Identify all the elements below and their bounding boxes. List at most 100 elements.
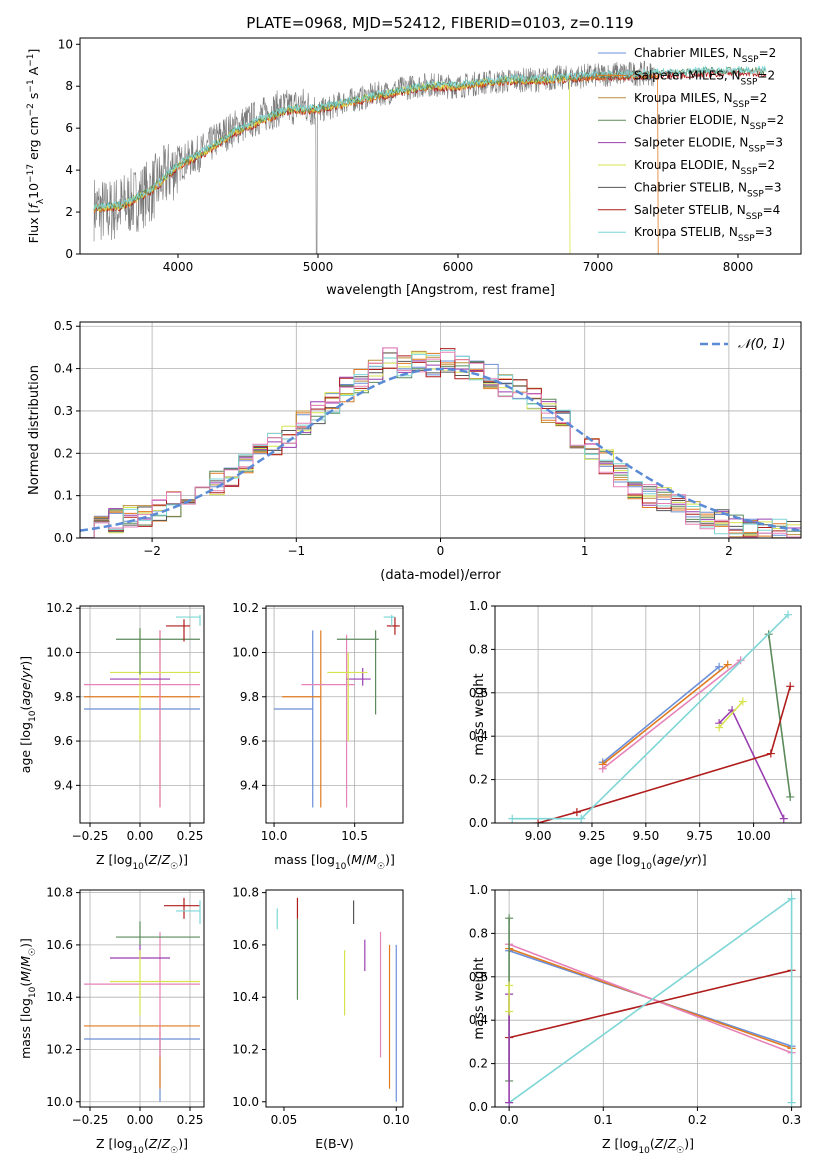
y-tick-label: 0.2: [54, 446, 73, 460]
label-part: Z: [148, 852, 158, 867]
y-tick-label: 9.6: [54, 734, 73, 748]
label-part: (: [18, 982, 33, 987]
label-part: ☉: [28, 948, 38, 956]
y-tick-label: 2: [65, 205, 73, 219]
label-part: ☉: [377, 862, 385, 872]
y-tick-label: 0.1: [54, 489, 73, 503]
weight-series-line: [602, 659, 742, 770]
errorbar-plot: [274, 614, 400, 808]
label-part: /: [157, 1136, 162, 1151]
y-tick-label: 10.4: [232, 990, 259, 1004]
label-part: yr: [18, 665, 33, 679]
label-part: Z: [667, 1136, 677, 1151]
label-part: SSP: [733, 100, 750, 110]
weight-point-marker: [505, 1007, 514, 1016]
label-part: ☉: [170, 862, 178, 872]
weight-point-marker: [534, 819, 543, 823]
y-tick-label: 10.0: [232, 1095, 259, 1109]
x-tick-label: 0.1: [594, 1113, 613, 1127]
label-part: )]: [385, 852, 395, 867]
label-part: (: [652, 852, 657, 867]
label-part: age [log: [18, 722, 33, 773]
axes-frame: [494, 605, 802, 824]
label-part: (: [18, 706, 33, 711]
label-part: Kroupa STELIB, N: [634, 225, 738, 239]
x-axis-label: Z [log10(Z/Z☉)]: [96, 1136, 188, 1156]
weight-point-marker: [505, 981, 514, 990]
x-tick-label: 9.25: [579, 829, 606, 843]
y-axis-label: Flux [fλ10−17 erg cm−2 s−1 A−1]: [26, 49, 46, 244]
x-tick-label: −0.25: [72, 1113, 109, 1127]
label-part: /: [663, 1136, 668, 1151]
label-part: /: [18, 677, 33, 682]
panel-age_vs_Z: −0.25 0.00 0.259.49.69.810.010.2Z [log10(Z…: [18, 601, 205, 872]
label-part: SSP: [738, 234, 755, 244]
x-tick-label: 10.0: [261, 829, 288, 843]
weight-point-marker: [787, 1098, 796, 1107]
weight-series-line: [508, 943, 792, 1054]
y-tick-label: 10: [58, 37, 73, 51]
x-axis-label: age [log10(age/yr)]: [589, 852, 706, 872]
label-part: )]: [178, 1136, 188, 1151]
label-part: )]: [178, 852, 188, 867]
label-part: Kroupa ELODIE, N: [634, 158, 741, 172]
y-tick-label: 0.5: [54, 319, 73, 333]
x-tick-label: 9.00: [525, 829, 552, 843]
x-tick-label: 8000: [723, 260, 754, 274]
x-tick-label: −1: [287, 544, 305, 558]
x-tick-label: 0.05: [271, 1113, 298, 1127]
y-tick-label: 10.8: [232, 886, 259, 900]
label-part: Flux [: [26, 209, 41, 244]
label-part: Kroupa MILES, N: [634, 91, 733, 105]
errorbar-plot: [84, 614, 201, 808]
x-tick-label: 9.75: [686, 829, 713, 843]
label-part: yr: [683, 852, 697, 867]
x-tick-label: 10.5: [341, 829, 368, 843]
weight-point-marker: [784, 610, 793, 619]
weight-point-marker: [786, 682, 795, 691]
y-tick-label: 9.6: [240, 734, 259, 748]
legend-label: Salpeter MILES, NSSP=2: [634, 68, 775, 87]
label-part: SSP: [747, 189, 764, 199]
label-part: (: [144, 1136, 149, 1151]
y-tick-label: 10.6: [46, 938, 73, 952]
label-part: E(B-V): [315, 1136, 354, 1151]
y-tick-label: 0: [65, 247, 73, 261]
normal-curve-line: [80, 367, 801, 532]
x-tick-label: 0.2: [688, 1113, 707, 1127]
label-part: (: [650, 1136, 655, 1151]
legend-label: Chabrier STELIB, NSSP=3: [634, 180, 782, 199]
x-axis-label: Z [log10(Z/Z☉)]: [96, 852, 188, 872]
label-part: Chabrier MILES, N: [634, 46, 742, 60]
label-part: SSP: [750, 122, 767, 132]
weight-series-line: [508, 969, 792, 1039]
x-axis-label: (data-model)/error: [380, 568, 501, 583]
label-part: λ: [36, 198, 46, 204]
label-part: M: [351, 852, 362, 867]
x-tick-label: 2: [725, 544, 733, 558]
legend-label: Salpeter ELODIE, NSSP=3: [634, 136, 783, 155]
y-tick-label: 1.0: [469, 599, 488, 613]
label-part: /: [18, 966, 33, 971]
x-tick-label: 7000: [583, 260, 614, 274]
label-part: )]: [18, 938, 33, 948]
y-tick-label: 10.2: [46, 1042, 73, 1056]
x-tick-label: 4000: [163, 260, 194, 274]
y-tick-label: 0.3: [54, 404, 73, 418]
label-part: =3: [755, 225, 773, 239]
weight-point-marker: [723, 660, 732, 669]
label-part: 10: [28, 710, 38, 722]
y-axis-label: mass weight: [472, 673, 487, 755]
weight-series-line: [508, 898, 793, 1104]
label-part: =2: [757, 68, 775, 82]
weight-point-marker: [786, 792, 795, 801]
x-axis-label: wavelength [Angstrom, rest frame]: [326, 283, 555, 298]
x-tick-label: 0.25: [177, 829, 204, 843]
axes-frame: [265, 889, 404, 1108]
x-tick-label: 0.25: [177, 1113, 204, 1127]
weight-series-line: [602, 666, 720, 763]
y-tick-label: 10.6: [232, 938, 259, 952]
label-part: (: [346, 852, 351, 867]
